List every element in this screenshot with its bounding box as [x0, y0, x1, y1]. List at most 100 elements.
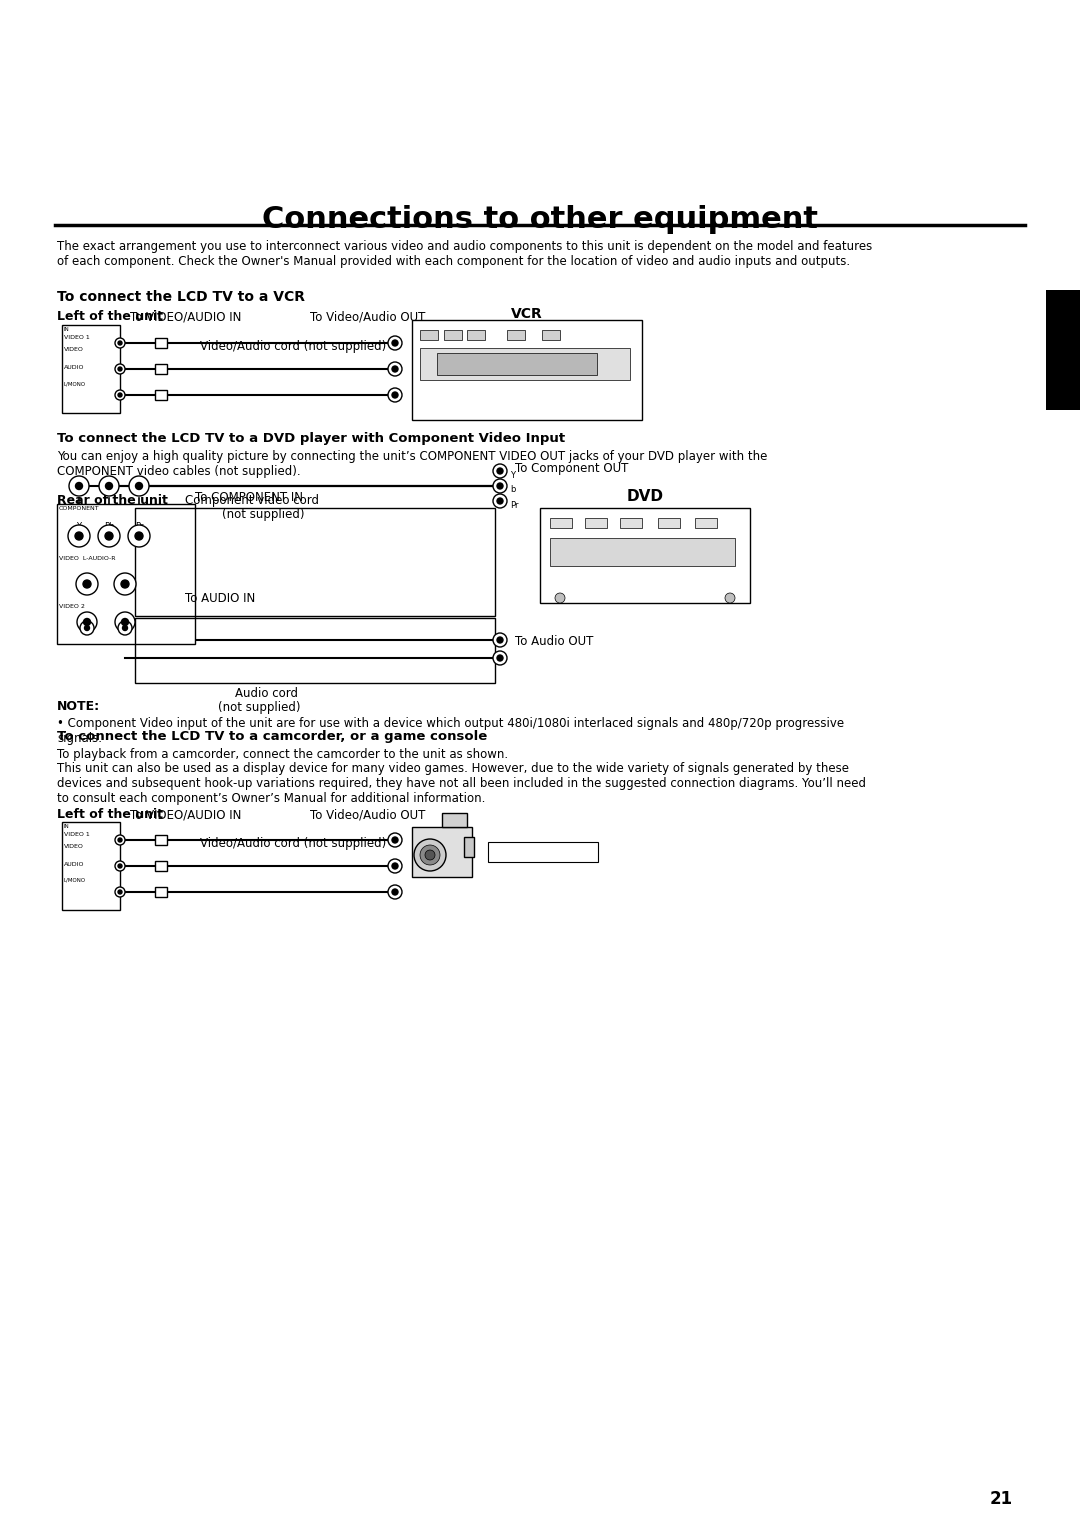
Circle shape — [118, 367, 122, 371]
FancyBboxPatch shape — [156, 390, 167, 400]
Text: To Video/Audio OUT: To Video/Audio OUT — [310, 312, 426, 324]
Text: GAME CONSOLE: GAME CONSOLE — [501, 843, 585, 853]
Text: Pr: Pr — [135, 523, 144, 532]
Circle shape — [392, 837, 399, 843]
Text: To Component OUT: To Component OUT — [515, 461, 629, 475]
Text: Connections to other equipment: Connections to other equipment — [262, 205, 818, 234]
Circle shape — [420, 845, 440, 865]
Circle shape — [497, 656, 503, 662]
Circle shape — [118, 393, 122, 397]
Text: Pr: Pr — [510, 501, 518, 509]
Text: • Component Video input of the unit are for use with a device which output 480i/: • Component Video input of the unit are … — [57, 717, 845, 746]
Text: L/MONO: L/MONO — [64, 879, 86, 883]
FancyBboxPatch shape — [156, 886, 167, 897]
Circle shape — [135, 532, 143, 539]
Circle shape — [492, 633, 507, 646]
Circle shape — [114, 338, 125, 348]
FancyBboxPatch shape — [420, 330, 438, 341]
Circle shape — [114, 573, 136, 594]
Circle shape — [497, 637, 503, 643]
FancyBboxPatch shape — [585, 518, 607, 529]
Text: To COMPONENT IN: To COMPONENT IN — [195, 490, 303, 504]
Text: VIDEO: VIDEO — [64, 347, 84, 351]
Circle shape — [114, 886, 125, 897]
Circle shape — [121, 581, 129, 588]
Circle shape — [114, 834, 125, 845]
Circle shape — [122, 625, 127, 631]
FancyBboxPatch shape — [411, 827, 472, 877]
Text: VIDEO  L-AUDIO-R: VIDEO L-AUDIO-R — [59, 556, 116, 561]
Text: To AUDIO IN: To AUDIO IN — [185, 591, 255, 605]
Text: COMPONENT: COMPONENT — [59, 506, 99, 510]
Circle shape — [114, 364, 125, 374]
Text: To connect the LCD TV to a camcorder, or a game console: To connect the LCD TV to a camcorder, or… — [57, 730, 487, 743]
FancyBboxPatch shape — [156, 860, 167, 871]
Text: Left of the unit: Left of the unit — [57, 808, 163, 821]
Text: You can enjoy a high quality picture by connecting the unit’s COMPONENT VIDEO OU: You can enjoy a high quality picture by … — [57, 451, 768, 478]
Circle shape — [414, 839, 446, 871]
Text: Y: Y — [77, 523, 81, 532]
Text: To VIDEO/AUDIO IN: To VIDEO/AUDIO IN — [130, 808, 241, 821]
Circle shape — [84, 625, 90, 631]
Text: Audio cord: Audio cord — [235, 688, 298, 700]
Circle shape — [77, 613, 97, 633]
Circle shape — [118, 889, 122, 894]
Circle shape — [388, 362, 402, 376]
FancyBboxPatch shape — [550, 538, 735, 565]
Circle shape — [392, 863, 399, 869]
FancyBboxPatch shape — [57, 504, 195, 643]
Text: IN: IN — [64, 327, 70, 332]
FancyBboxPatch shape — [507, 330, 525, 341]
Text: To VIDEO/AUDIO IN: To VIDEO/AUDIO IN — [130, 312, 241, 324]
Circle shape — [118, 620, 132, 636]
Text: VIDEO 2: VIDEO 2 — [59, 604, 85, 610]
Text: The exact arrangement you use to interconnect various video and audio components: The exact arrangement you use to interco… — [57, 240, 873, 267]
Circle shape — [76, 573, 98, 594]
Text: Video/Audio cord (not supplied): Video/Audio cord (not supplied) — [200, 837, 387, 850]
Circle shape — [83, 581, 91, 588]
Circle shape — [99, 477, 119, 497]
Text: ENGLISH: ENGLISH — [1056, 319, 1069, 380]
FancyBboxPatch shape — [550, 518, 572, 529]
Text: Component video cord: Component video cord — [185, 494, 319, 507]
Circle shape — [555, 593, 565, 604]
Text: To Audio OUT: To Audio OUT — [515, 636, 593, 648]
Circle shape — [492, 494, 507, 507]
Text: (not supplied): (not supplied) — [222, 507, 305, 521]
Circle shape — [106, 483, 112, 489]
Text: VIDEO 1: VIDEO 1 — [64, 833, 90, 837]
Circle shape — [80, 620, 94, 636]
Text: Pb: Pb — [104, 523, 114, 532]
Circle shape — [114, 390, 125, 400]
Text: IN: IN — [64, 824, 70, 830]
Text: Left of the unit: Left of the unit — [57, 310, 163, 322]
Circle shape — [83, 619, 91, 625]
Text: To playback from a camcorder, connect the camcorder to the unit as shown.: To playback from a camcorder, connect th… — [57, 749, 508, 761]
Text: To Video/Audio OUT: To Video/Audio OUT — [310, 808, 426, 821]
FancyBboxPatch shape — [411, 319, 642, 420]
Circle shape — [492, 478, 507, 494]
Text: L/MONO: L/MONO — [64, 380, 86, 387]
FancyBboxPatch shape — [437, 353, 597, 374]
Circle shape — [114, 613, 135, 633]
Circle shape — [392, 341, 399, 345]
FancyBboxPatch shape — [62, 822, 120, 911]
Text: 21: 21 — [990, 1490, 1013, 1508]
Text: AUDIO: AUDIO — [64, 862, 84, 866]
FancyBboxPatch shape — [420, 348, 630, 380]
Text: This unit can also be used as a display device for many video games. However, du: This unit can also be used as a display … — [57, 762, 866, 805]
Circle shape — [497, 498, 503, 504]
Circle shape — [497, 483, 503, 489]
Circle shape — [114, 860, 125, 871]
Circle shape — [121, 619, 129, 625]
Circle shape — [105, 532, 113, 539]
Text: AUDIO: AUDIO — [64, 365, 84, 370]
Circle shape — [388, 388, 402, 402]
FancyBboxPatch shape — [156, 364, 167, 374]
FancyBboxPatch shape — [696, 518, 717, 529]
Text: To connect the LCD TV to a VCR: To connect the LCD TV to a VCR — [57, 290, 305, 304]
FancyBboxPatch shape — [467, 330, 485, 341]
Text: To connect the LCD TV to a DVD player with Component Video Input: To connect the LCD TV to a DVD player wi… — [57, 432, 565, 445]
Circle shape — [129, 477, 149, 497]
Circle shape — [388, 833, 402, 847]
